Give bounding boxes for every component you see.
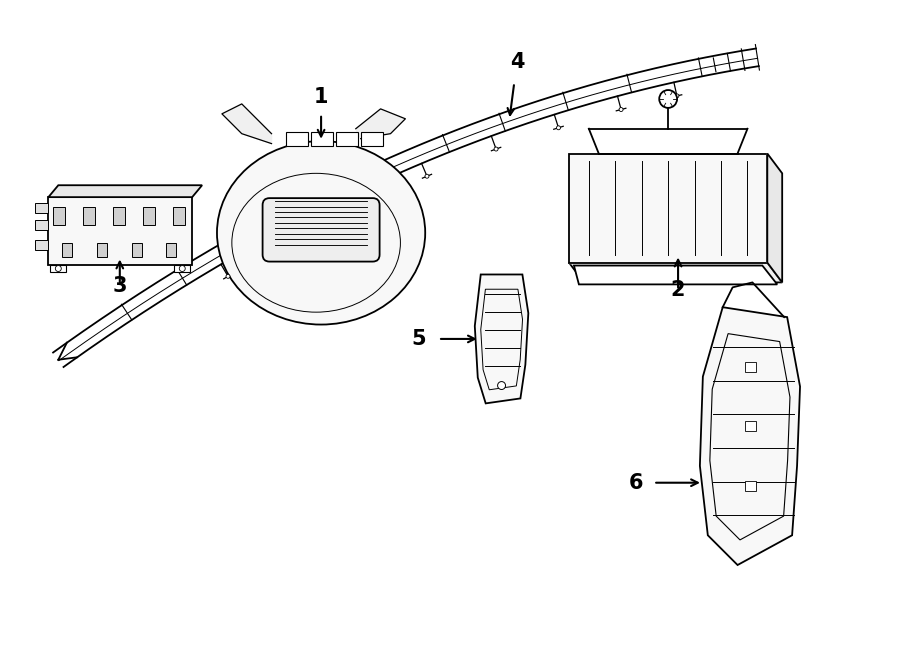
Polygon shape: [700, 307, 800, 565]
Circle shape: [498, 381, 506, 389]
Bar: [84, 207, 95, 225]
Polygon shape: [768, 154, 782, 283]
Circle shape: [226, 274, 230, 278]
Bar: [50, 265, 67, 273]
Text: 4: 4: [510, 52, 525, 72]
Text: 1: 1: [314, 87, 328, 107]
Polygon shape: [569, 263, 782, 283]
Bar: [143, 207, 155, 225]
Bar: [744, 481, 756, 491]
FancyBboxPatch shape: [263, 198, 380, 261]
Polygon shape: [574, 265, 778, 285]
Bar: [166, 243, 176, 257]
Text: 5: 5: [411, 329, 427, 349]
Bar: [62, 243, 72, 257]
Circle shape: [425, 174, 429, 178]
Circle shape: [675, 94, 679, 98]
Bar: [744, 361, 756, 371]
Bar: [361, 132, 382, 146]
Bar: [744, 421, 756, 431]
Circle shape: [619, 107, 623, 111]
Polygon shape: [475, 275, 528, 403]
Bar: [131, 243, 141, 257]
Bar: [97, 243, 107, 257]
Bar: [53, 207, 66, 225]
Bar: [311, 132, 333, 146]
Circle shape: [556, 126, 561, 130]
Text: 3: 3: [112, 276, 127, 297]
Polygon shape: [356, 109, 405, 138]
Text: 6: 6: [629, 473, 643, 493]
Circle shape: [659, 90, 677, 108]
Circle shape: [494, 147, 498, 151]
Bar: [336, 132, 358, 146]
Bar: [175, 265, 190, 273]
Polygon shape: [569, 263, 782, 283]
Polygon shape: [222, 104, 272, 144]
Bar: [49, 197, 193, 265]
Circle shape: [55, 265, 61, 271]
Polygon shape: [49, 185, 202, 197]
Bar: [34, 220, 49, 230]
Circle shape: [356, 205, 360, 209]
Bar: [174, 207, 185, 225]
Ellipse shape: [217, 141, 425, 324]
Circle shape: [287, 240, 292, 244]
Polygon shape: [768, 154, 782, 283]
Text: 2: 2: [670, 280, 685, 301]
Bar: [34, 240, 49, 250]
Circle shape: [179, 265, 185, 271]
Bar: [34, 203, 49, 213]
Polygon shape: [569, 154, 768, 263]
Polygon shape: [569, 154, 768, 263]
Bar: [286, 132, 308, 146]
Bar: [113, 207, 125, 225]
